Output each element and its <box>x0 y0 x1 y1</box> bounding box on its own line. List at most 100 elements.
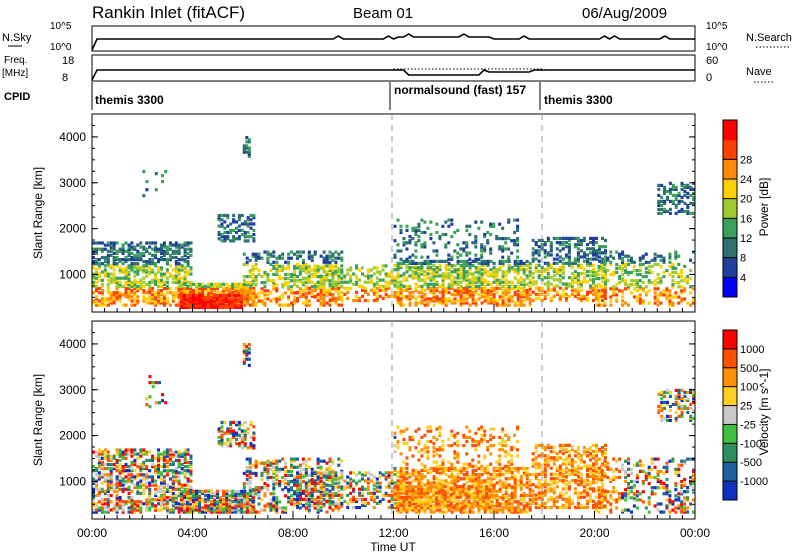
heatmap-cell <box>340 477 344 481</box>
heatmap-cell <box>284 303 288 307</box>
heatmap-cell <box>435 508 439 512</box>
heatmap-cell <box>232 237 236 241</box>
heatmap-cell <box>216 506 220 510</box>
heatmap-cell <box>468 293 472 297</box>
heatmap-cell <box>127 465 131 469</box>
heatmap-cell <box>325 254 329 258</box>
heatmap-cell <box>555 253 559 257</box>
heatmap-cell <box>361 487 364 491</box>
heatmap-cell <box>555 269 559 274</box>
heatmap-cell <box>162 485 166 489</box>
heatmap-cell <box>177 465 181 469</box>
heatmap-cell <box>179 303 183 307</box>
heatmap-cell <box>576 257 580 261</box>
heatmap-cell <box>97 274 101 278</box>
heatmap-cell <box>331 282 335 286</box>
heatmap-cell <box>246 502 250 506</box>
heatmap-cell <box>337 303 341 307</box>
heatmap-cell <box>375 298 379 303</box>
heatmap-cell <box>319 471 323 475</box>
heatmap-cell <box>349 274 353 278</box>
heatmap-cell <box>248 498 252 502</box>
heatmap-cell <box>201 506 204 510</box>
heatmap-cell <box>198 282 201 286</box>
heatmap-cell <box>653 258 657 262</box>
heatmap-cell <box>112 299 116 303</box>
heatmap-cell <box>337 463 341 467</box>
heatmap-cell <box>632 287 636 291</box>
heatmap-cell <box>177 452 181 456</box>
heatmap-cell <box>429 261 433 265</box>
heatmap-cell <box>252 425 256 429</box>
heatmap-cell <box>501 293 505 297</box>
heatmap-cell <box>586 274 589 278</box>
heatmap-cell <box>249 442 253 446</box>
heatmap-cell <box>171 454 175 458</box>
heatmap-cell <box>133 299 137 303</box>
heatmap-cell <box>278 277 282 281</box>
heatmap-cell <box>534 269 538 274</box>
heatmap-cell <box>501 274 505 278</box>
heatmap-cell <box>653 287 657 291</box>
heatmap-cell <box>272 283 276 287</box>
heatmap-cell <box>653 297 657 301</box>
heatmap-cell <box>220 427 224 431</box>
heatmap-cell <box>375 501 379 505</box>
heatmap-cell <box>674 195 678 199</box>
heatmap-cell <box>97 241 101 245</box>
heatmap-cell <box>589 251 592 255</box>
colorbar-tick-label: 12 <box>740 233 752 245</box>
heatmap-cell <box>558 255 562 259</box>
heatmap-cell <box>275 459 279 463</box>
heatmap-cell <box>408 481 412 485</box>
heatmap-cell <box>296 499 299 503</box>
heatmap-cell <box>124 293 128 297</box>
heatmap-cell <box>148 270 152 274</box>
heatmap-cell <box>266 471 270 475</box>
heatmap-cell <box>237 510 241 514</box>
heatmap-cell <box>423 220 427 224</box>
heatmap-cell <box>186 487 190 491</box>
heatmap-cell <box>109 291 113 295</box>
heatmap-cell <box>686 211 690 215</box>
heatmap-cell <box>210 282 214 286</box>
cpid-segment-3: themis 3300 <box>544 93 613 107</box>
colorbar-tick-label: 16 <box>740 213 752 225</box>
heatmap-cell <box>237 420 241 425</box>
heatmap-cell <box>570 284 574 288</box>
heatmap-cell <box>109 278 113 282</box>
heatmap-cell <box>586 259 589 263</box>
heatmap-cell <box>674 266 678 270</box>
heatmap-cell <box>369 497 373 501</box>
heatmap-cell <box>489 274 493 278</box>
heatmap-cell <box>284 281 288 285</box>
heatmap-cell <box>136 491 140 496</box>
heatmap-cell <box>627 262 630 266</box>
heatmap-cell <box>677 201 681 205</box>
heatmap-cell <box>471 263 475 268</box>
heatmap-cell <box>130 462 134 467</box>
heatmap-cell <box>411 226 415 230</box>
heatmap-cell <box>402 295 406 299</box>
heatmap-cell <box>516 239 520 243</box>
heatmap-cell <box>121 456 125 460</box>
heatmap-cell <box>528 297 532 301</box>
heatmap-cell <box>363 487 367 491</box>
heatmap-cell <box>145 301 149 305</box>
heatmap-cell <box>313 485 317 489</box>
heatmap-cell <box>589 263 592 267</box>
heatmap-cell <box>281 264 285 268</box>
heatmap-cell <box>177 481 181 485</box>
heatmap-cell <box>334 491 338 495</box>
heatmap-cell <box>266 477 270 482</box>
heatmap-cell <box>298 487 302 491</box>
heatmap-cell <box>432 270 436 274</box>
heatmap-cell <box>182 297 186 302</box>
heatmap-cell <box>477 286 481 290</box>
heatmap-cell <box>160 255 163 260</box>
heatmap-cell <box>168 485 172 489</box>
heatmap-cell <box>586 269 589 274</box>
heatmap-cell <box>441 299 445 303</box>
heatmap-cell <box>266 459 270 463</box>
